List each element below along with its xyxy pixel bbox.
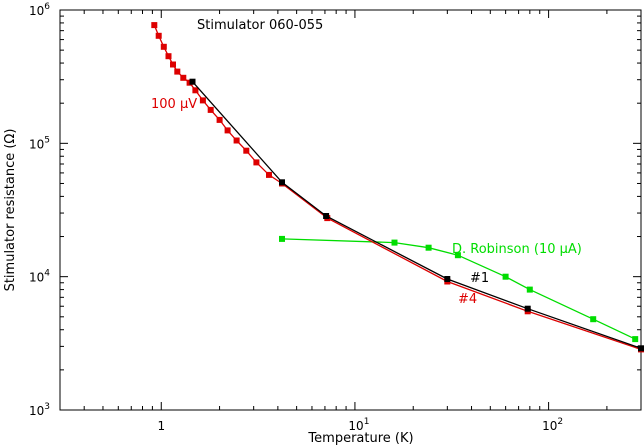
data-point	[180, 74, 187, 81]
data-point	[216, 116, 223, 123]
data-point	[207, 106, 214, 113]
data-point	[526, 286, 533, 293]
y-tick-label: 104	[29, 269, 50, 285]
data-point	[253, 159, 260, 166]
data-point	[323, 213, 330, 219]
data-point	[189, 78, 196, 85]
plot-frame	[59, 9, 642, 411]
x-tick-label: 102	[542, 417, 563, 433]
series-line	[192, 81, 642, 349]
annotation-hash4: #4	[458, 292, 477, 307]
x-tick-label: 101	[348, 417, 369, 433]
series-layer	[151, 22, 644, 353]
data-point	[224, 127, 231, 134]
data-point	[199, 97, 206, 104]
data-point	[454, 252, 461, 259]
y-axis-label: Stimulator resistance (Ω)	[3, 129, 18, 292]
data-point	[155, 32, 162, 39]
data-point	[165, 53, 172, 60]
y-tick-label: 106	[29, 2, 50, 18]
data-point	[391, 239, 398, 246]
y-tick-label: 103	[29, 402, 50, 418]
annotation-hash1: #1	[470, 271, 489, 286]
tick-labels: 1 101 102 103 104 105 106	[29, 2, 563, 433]
annotation-robinson: D. Robinson (10 μA)	[452, 242, 582, 257]
data-point	[279, 179, 285, 186]
series-line	[281, 238, 636, 340]
data-point	[590, 316, 597, 323]
data-point	[160, 43, 167, 50]
data-point	[632, 336, 639, 343]
data-point	[524, 305, 531, 312]
data-point	[233, 137, 240, 144]
annotation-100uv: 100 μV	[151, 97, 197, 112]
data-point	[638, 345, 644, 352]
data-point	[444, 276, 451, 282]
x-tick-label: 1	[157, 419, 165, 433]
data-point	[151, 22, 158, 29]
data-point	[279, 235, 285, 242]
data-point	[174, 68, 181, 75]
data-point	[502, 273, 509, 280]
data-point	[425, 244, 432, 251]
chart-title: Stimulator 060-055	[197, 18, 323, 33]
data-point	[243, 147, 250, 154]
data-point	[266, 171, 272, 178]
data-point	[170, 61, 176, 68]
y-tick-label: 105	[29, 135, 50, 151]
x-axis-label: Temperature (K)	[307, 431, 413, 446]
series-line	[153, 24, 642, 351]
axis-ticks	[59, 10, 642, 411]
data-point	[192, 87, 199, 94]
